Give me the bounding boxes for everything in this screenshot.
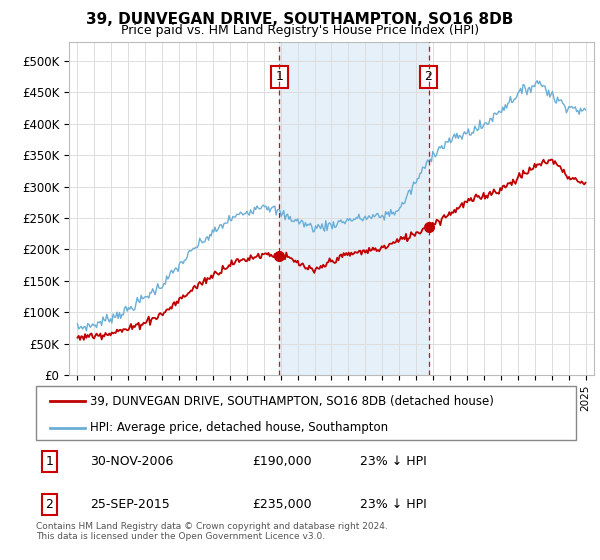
Text: 1: 1 [275, 71, 283, 83]
Text: 1: 1 [46, 455, 53, 468]
Text: HPI: Average price, detached house, Southampton: HPI: Average price, detached house, Sout… [90, 421, 388, 435]
Text: 39, DUNVEGAN DRIVE, SOUTHAMPTON, SO16 8DB (detached house): 39, DUNVEGAN DRIVE, SOUTHAMPTON, SO16 8D… [90, 395, 494, 408]
Text: 23% ↓ HPI: 23% ↓ HPI [360, 498, 427, 511]
Bar [279, 42, 428, 375]
Text: 2: 2 [46, 498, 53, 511]
Text: 2: 2 [425, 71, 433, 83]
Text: 23% ↓ HPI: 23% ↓ HPI [360, 455, 427, 468]
Text: 25-SEP-2015: 25-SEP-2015 [90, 498, 170, 511]
Text: £190,000: £190,000 [252, 455, 311, 468]
Text: Contains HM Land Registry data © Crown copyright and database right 2024.
This d: Contains HM Land Registry data © Crown c… [36, 522, 388, 542]
Text: Price paid vs. HM Land Registry's House Price Index (HPI): Price paid vs. HM Land Registry's House … [121, 24, 479, 37]
Text: 39, DUNVEGAN DRIVE, SOUTHAMPTON, SO16 8DB: 39, DUNVEGAN DRIVE, SOUTHAMPTON, SO16 8D… [86, 12, 514, 27]
Text: 30-NOV-2006: 30-NOV-2006 [90, 455, 173, 468]
Text: £235,000: £235,000 [252, 498, 311, 511]
